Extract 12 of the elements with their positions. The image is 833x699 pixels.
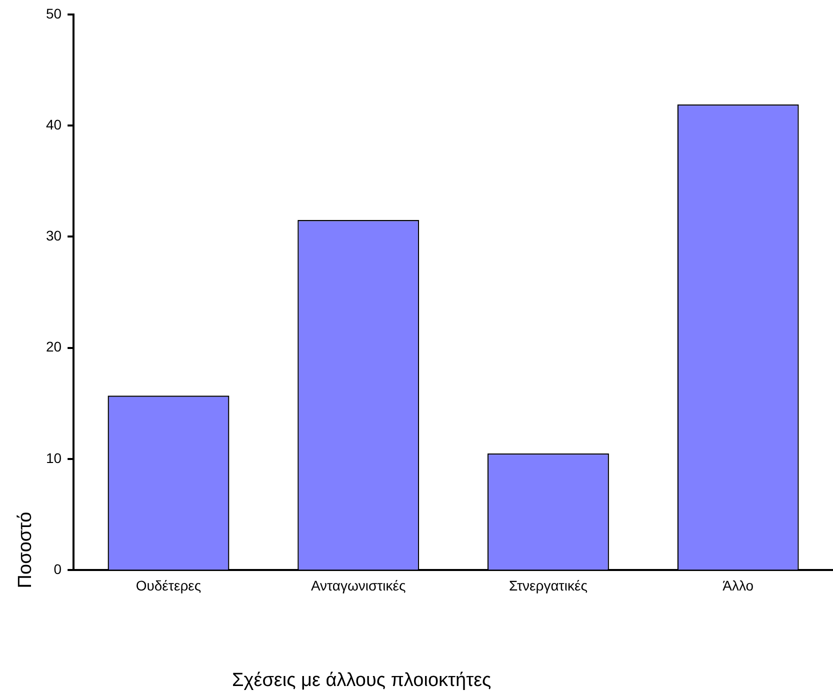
x-tick-label: Στνεργατικές bbox=[508, 577, 588, 594]
x-axis-title: Σχέσεις με άλλους πλοιοκτήτες bbox=[232, 670, 492, 692]
y-tick-label: 30 bbox=[46, 228, 62, 244]
x-tick-label: Ανταγωνιστικές bbox=[310, 577, 406, 594]
y-tick-label: 20 bbox=[46, 338, 62, 355]
y-tick-label: 40 bbox=[46, 116, 62, 132]
y-axis-title: Ποσοστό bbox=[15, 512, 37, 588]
y-tick-label: 50 bbox=[46, 5, 62, 22]
y-tick-label: 0 bbox=[54, 561, 62, 578]
y-tick-label: 10 bbox=[46, 450, 62, 466]
x-tick-label: Άλλο bbox=[722, 577, 754, 594]
x-tick-label: Ουδέτερες bbox=[136, 577, 202, 594]
